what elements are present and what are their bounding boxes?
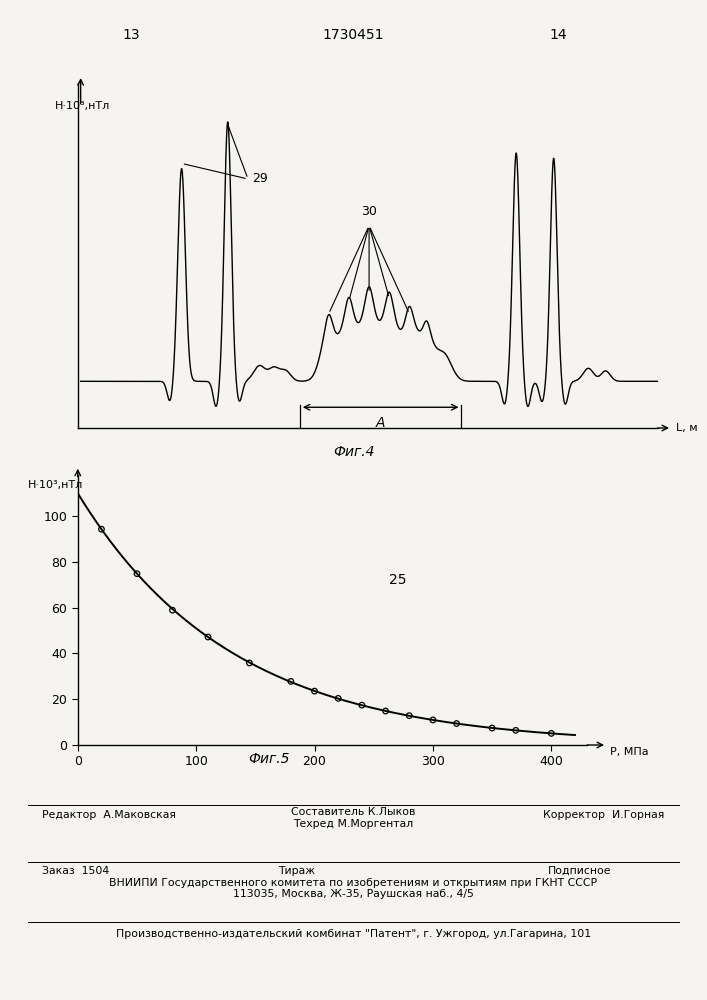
Text: Редактор  А.Маковская: Редактор А.Маковская [42, 810, 177, 820]
Text: Корректор  И.Горная: Корректор И.Горная [543, 810, 665, 820]
Text: 30: 30 [361, 205, 377, 218]
Text: 25: 25 [389, 573, 406, 587]
Point [404, 708, 415, 724]
Text: Составитель К.Лыков: Составитель К.Лыков [291, 807, 416, 817]
Point [244, 655, 255, 671]
Text: P, МПа: P, МПа [610, 747, 649, 757]
Point [427, 712, 438, 728]
Point [309, 683, 320, 699]
Point [356, 697, 368, 713]
Point [486, 720, 498, 736]
Point [510, 722, 522, 738]
Text: Заказ  1504: Заказ 1504 [42, 866, 110, 876]
Text: H·10³,нТл: H·10³,нТл [28, 480, 83, 490]
Text: Техред М.Моргентал: Техред М.Моргентал [293, 819, 414, 829]
Text: 13: 13 [122, 28, 139, 42]
Text: H·10³,нТл: H·10³,нТл [54, 101, 110, 111]
Point [332, 690, 344, 706]
Point [546, 725, 557, 741]
Text: 1730451: 1730451 [323, 28, 384, 42]
Point [95, 521, 107, 537]
Text: Фиг.4: Фиг.4 [333, 445, 374, 459]
Point [380, 703, 391, 719]
Text: A: A [376, 416, 385, 430]
Text: Тираж: Тираж [279, 866, 315, 876]
Point [167, 602, 178, 618]
Point [202, 629, 214, 645]
Text: Подписное: Подписное [548, 866, 612, 876]
Text: 113035, Москва, Ж-35, Раушская наб., 4/5: 113035, Москва, Ж-35, Раушская наб., 4/5 [233, 889, 474, 899]
Text: Фиг.5: Фиг.5 [248, 752, 289, 766]
Point [451, 716, 462, 732]
Text: L, м: L, м [676, 423, 698, 433]
Point [132, 566, 143, 582]
Text: ВНИИПИ Государственного комитета по изобретениям и открытиям при ГКНТ СССР: ВНИИПИ Государственного комитета по изоб… [110, 878, 597, 888]
Point [285, 673, 296, 689]
Text: 29: 29 [252, 172, 269, 185]
Text: 14: 14 [550, 28, 567, 42]
Text: Производственно-издательский комбинат "Патент", г. Ужгород, ул.Гагарина, 101: Производственно-издательский комбинат "П… [116, 929, 591, 939]
